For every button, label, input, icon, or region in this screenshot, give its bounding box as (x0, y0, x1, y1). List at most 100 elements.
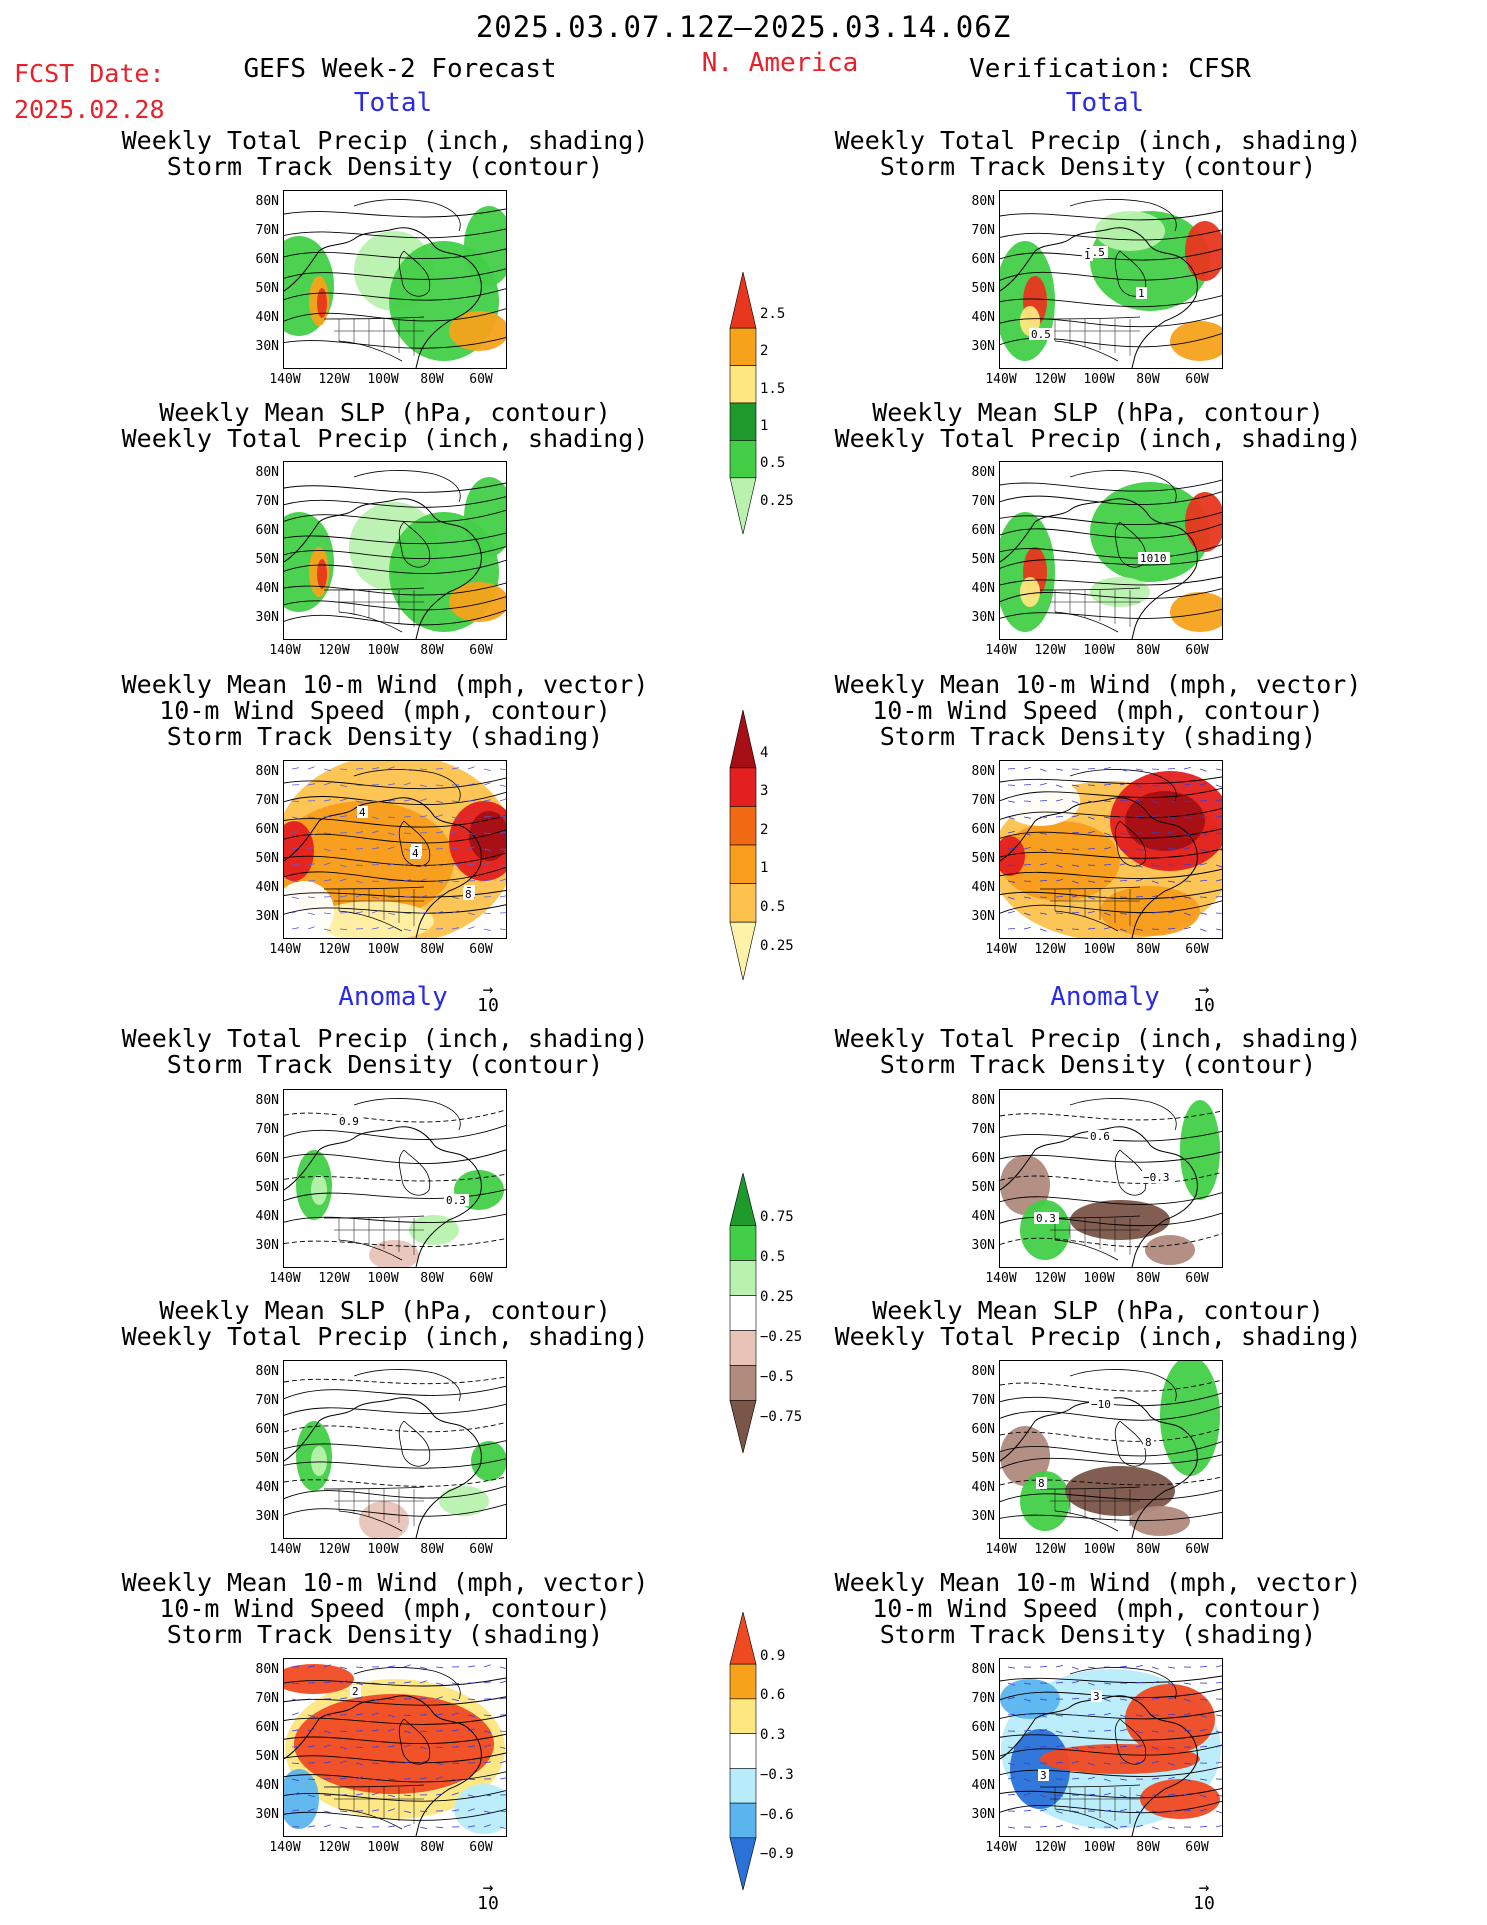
contour-line (284, 1790, 506, 1802)
section-anomaly-right: Anomaly (1050, 982, 1160, 1012)
lon-tick-label: 120W (318, 1271, 350, 1286)
wind-vector (1103, 1792, 1111, 1796)
colorbar-label: 0.5 (760, 455, 786, 472)
colorbar-segment (729, 1837, 757, 1891)
contour-line (284, 1213, 506, 1223)
wind-vector (419, 1760, 427, 1764)
wind-vector (307, 863, 315, 866)
contour-label: 8 (1036, 1477, 1047, 1490)
panel-title: Weekly Mean 10-m Wind (mph, vector) 10-m … (778, 672, 1418, 750)
wind-vector (387, 926, 395, 930)
wind-vector (307, 816, 316, 818)
wind-vector (1039, 1714, 1047, 1718)
wind-vector (323, 832, 332, 834)
lat-tick-label: 30N (255, 1238, 279, 1253)
wind-vector (323, 1744, 331, 1748)
wind-vector (1151, 815, 1159, 818)
lat-tick-label: 30N (255, 1807, 279, 1822)
svg-text:8: 8 (465, 888, 472, 901)
lon-tick-label: 100W (1083, 1542, 1115, 1557)
wind-vector (435, 911, 443, 914)
wind-vector (1183, 912, 1191, 916)
wind-vector (355, 1776, 363, 1780)
wind-vector (323, 799, 331, 802)
us-canada-border (323, 886, 425, 890)
panel-title-line: Storm Track Density (contour) (879, 1050, 1317, 1079)
wind-vector (1103, 1712, 1111, 1716)
wind-vector (1103, 847, 1111, 850)
contour-line (284, 1771, 506, 1783)
wind-vector (467, 816, 476, 818)
svg-text:3: 3 (1093, 1690, 1100, 1703)
wind-vector (419, 928, 428, 930)
wind-vector (483, 799, 491, 802)
lon-tick-label: 140W (985, 942, 1017, 957)
panel-title-line: Weekly Mean 10-m Wind (mph, vector) (834, 670, 1362, 699)
wind-vector (1087, 896, 1095, 900)
lon-tick-label: 100W (367, 942, 399, 957)
wind-vector (1151, 1810, 1159, 1813)
colorbar-label: 2.5 (760, 305, 786, 322)
wind-vector (1199, 1808, 1207, 1812)
lon-tick-label: 120W (318, 643, 350, 658)
map-plot: 0.3 0.9 (284, 1098, 506, 1267)
lat-tick-label: 80N (971, 465, 995, 480)
vector-reference-value: 10 (477, 995, 499, 1016)
wind-vector (371, 830, 379, 834)
wind-vector (1167, 1682, 1175, 1686)
wind-vector (1071, 815, 1079, 818)
wind-vector (451, 816, 459, 819)
wind-vector (499, 784, 506, 787)
wind-vector (1071, 895, 1079, 898)
lon-tick-label: 80W (420, 1840, 444, 1855)
wind-vector (323, 879, 331, 882)
lat-tick-label: 60N (971, 252, 995, 267)
wind-vector (1055, 1730, 1063, 1734)
wind-vector (323, 1761, 331, 1764)
colorbar-segment (729, 883, 757, 923)
wind-vector (467, 783, 475, 786)
contour-label: 3 (1038, 1769, 1049, 1782)
shading-region (1000, 836, 1025, 876)
panel-title: Weekly Total Precip (inch, shading) Storm… (65, 128, 705, 180)
panel-title-line: Weekly Mean SLP (hPa, contour) (872, 398, 1324, 427)
panel-title-line: Weekly Mean 10-m Wind (mph, vector) (834, 1568, 1362, 1597)
wind-vector (1199, 1698, 1207, 1701)
wind-vector (483, 912, 492, 914)
wind-vector (1007, 831, 1015, 834)
us-mexico-border (338, 1808, 403, 1830)
contour-label: 0.6 (1088, 1130, 1113, 1143)
contour-line (284, 1173, 506, 1182)
wind-vector (403, 1824, 411, 1828)
colorbar-label: 1 (760, 417, 769, 434)
wind-vector (1103, 1698, 1111, 1702)
wind-vector (419, 1666, 427, 1670)
wind-vector (1167, 848, 1176, 850)
arctic-islands (1069, 1369, 1177, 1402)
lat-tick-label: 40N (255, 1209, 279, 1224)
wind-vector (339, 815, 347, 818)
wind-vector (483, 1794, 492, 1797)
wind-vector (419, 798, 427, 802)
vector-arrow-icon: → (482, 1877, 494, 1898)
lon-tick-label: 60W (469, 1542, 493, 1557)
shading-region (284, 821, 314, 881)
wind-vector (419, 768, 428, 770)
lat-tick-label: 80N (971, 1364, 995, 1379)
svg-text:8: 8 (1038, 1477, 1045, 1490)
vector-arrow-icon: → (1198, 979, 1210, 1000)
contour-line (284, 1458, 506, 1469)
wind-vector (387, 1808, 395, 1812)
vector-reference-value: 10 (477, 1893, 499, 1914)
contour-line (284, 228, 506, 239)
coastline (284, 797, 482, 938)
contour-line (284, 1808, 506, 1821)
wind-vector (451, 1682, 460, 1685)
contour-line (284, 482, 506, 493)
wind-vector (419, 878, 427, 882)
contour-line (284, 1376, 506, 1385)
wind-vector (1023, 927, 1031, 930)
wind-vector (323, 1714, 332, 1717)
contour-line (1000, 210, 1222, 221)
colorbar-segment (729, 1400, 757, 1454)
